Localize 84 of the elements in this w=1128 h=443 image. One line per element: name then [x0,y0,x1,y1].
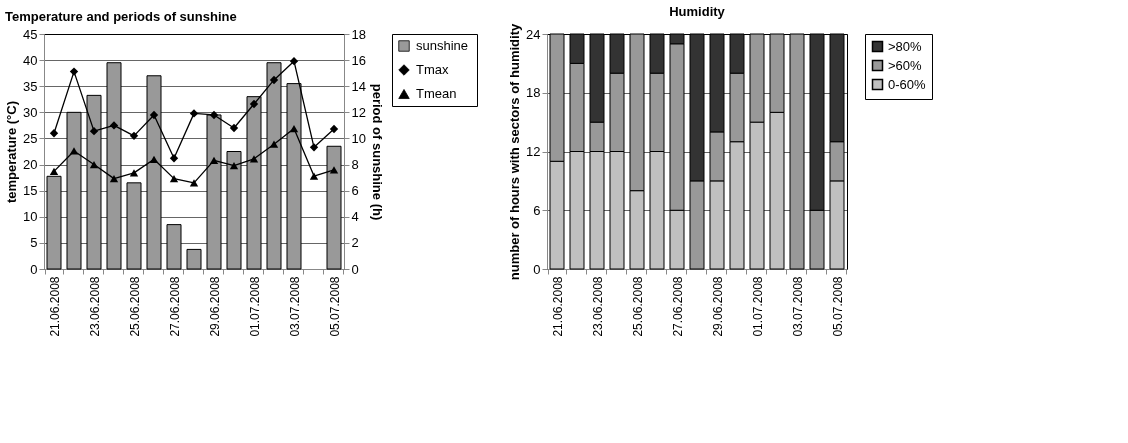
point [169,175,179,183]
y-tick-label: 6 [533,202,541,218]
y-tick-label: 0 [30,261,38,277]
point [129,131,139,141]
point [329,166,339,174]
legend-label: Tmean [416,86,457,101]
bar [186,248,202,270]
y2-tick-label: 8 [351,157,359,173]
point [229,161,239,170]
y2-tick-label: 16 [351,52,366,68]
x-tick-label: 29.06.2008 [710,276,725,337]
point [89,126,99,136]
point [189,109,199,118]
point [109,121,119,130]
y2-tick-label: 10 [351,130,366,146]
point [49,129,59,138]
point [269,75,279,85]
y-tick-label: 20 [23,157,38,173]
point [229,123,239,133]
x-tick-label: 23.06.2008 [87,276,102,337]
point [129,169,139,177]
point [49,167,59,175]
y-tick-label: 18 [526,85,541,101]
x-tick-label: 01.07.2008 [247,276,262,337]
x-tick-label: 05.07.2008 [830,276,845,337]
point [69,67,79,76]
legend-label: >60% [888,57,923,73]
x-tick-label: 05.07.2008 [327,276,342,337]
point [149,110,159,120]
y2-axis-title: period of sunshine (h) [369,83,385,221]
x-tick-label: 01.07.2008 [750,276,765,337]
y-tick-label: 0 [533,261,541,277]
x-tick-label: 21.06.2008 [47,276,62,337]
legend-label: Tmax [416,62,449,77]
point [329,124,339,134]
y-tick-label: 15 [23,183,38,199]
point [309,143,319,152]
point [169,154,179,163]
point [309,172,319,180]
point [249,155,259,163]
y-tick-label: 35 [23,78,38,94]
y-axis-title: number of hours with sectors of humidity [507,23,523,281]
y2-tick-label: 12 [351,104,366,120]
point [149,155,159,163]
point [289,56,299,66]
y-tick-label: 10 [23,209,38,225]
point [69,147,79,155]
y-tick-label: 24 [526,26,541,42]
x-tick-label: 03.07.2008 [790,276,805,337]
y2-tick-label: 2 [351,235,359,251]
y2-tick-label: 6 [351,183,359,199]
y2-tick-label: 4 [351,209,359,225]
x-tick-label: 23.06.2008 [590,276,605,337]
y-tick-label: 25 [23,130,38,146]
x-tick-label: 25.06.2008 [630,276,645,337]
y-tick-label: 30 [23,104,38,120]
x-tick-label: 29.06.2008 [207,276,222,337]
point [89,160,99,169]
y-tick-label: 5 [30,235,38,251]
legend-label: 0-60% [888,76,927,92]
bar [166,224,182,270]
point [289,124,299,133]
x-tick-label: 27.06.2008 [167,276,182,337]
x-tick-label: 03.07.2008 [287,276,302,337]
x-tick-label: 21.06.2008 [550,276,565,337]
y2-tick-label: 18 [351,26,366,42]
y-tick-label: 40 [23,52,38,68]
y-tick-label: 12 [526,144,541,159]
legend-label: sunshine [416,38,469,53]
point [269,140,279,148]
legend-label: >80% [888,38,923,54]
point [209,156,219,164]
y2-tick-label: 14 [351,78,366,94]
bar [126,182,142,270]
point [249,99,259,109]
y-axis-title: temperature (°C) [4,101,20,203]
y-tick-label: 45 [23,26,38,42]
y2-tick-label: 0 [351,261,359,277]
x-tick-label: 27.06.2008 [670,276,685,337]
x-tick-label: 25.06.2008 [127,276,142,337]
chart-title: Temperature and periods of sunshine [5,8,237,24]
point [109,175,119,183]
chart-title: Humidity [669,4,726,20]
point [209,110,219,120]
